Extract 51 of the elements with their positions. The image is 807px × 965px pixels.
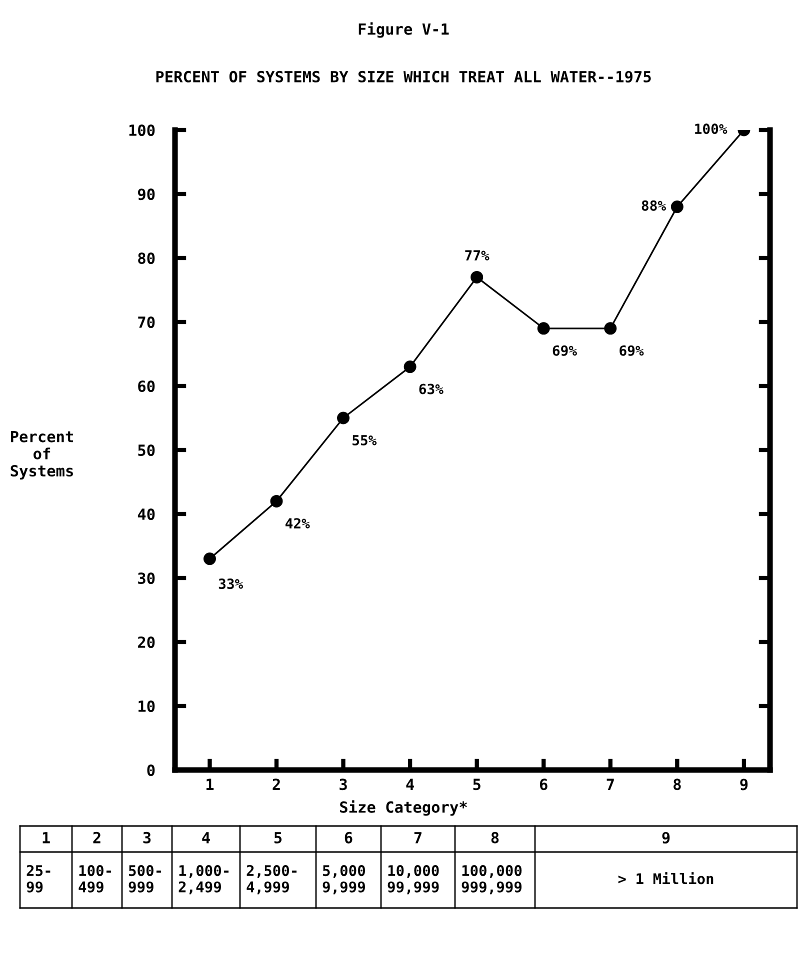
text: 2,500- 4,999 (246, 865, 297, 894)
chart-title: Figure V-1 (358, 22, 449, 38)
text: 100- 499 (78, 865, 111, 892)
x-tick-label: 1 (206, 778, 214, 790)
y-tick-label: 10 (138, 700, 155, 712)
x-tick-label: 7 (606, 778, 614, 790)
y-axis-title: Percent of Systems (10, 430, 73, 480)
category-label: 7 (414, 832, 422, 844)
data-label: 88% (642, 200, 666, 211)
chart-subtitle: PERCENT OF SYSTEMS BY SIZE WHICH TREAT ALL WATER--1975 (156, 70, 651, 83)
text: > 1 Million (618, 872, 714, 884)
x-tick-label: 2 (272, 778, 280, 790)
x-tick-label: 8 (674, 778, 681, 790)
y-tick-label: 80 (138, 252, 155, 264)
text: 25- 99 (26, 865, 50, 892)
data-label: 55% (352, 435, 377, 446)
category-label: 6 (344, 832, 352, 844)
y-tick-label: 60 (138, 380, 155, 392)
y-tick-label: 70 (138, 316, 155, 328)
category-label: 8 (491, 832, 499, 844)
y-tick-label: 90 (138, 188, 155, 200)
data-label: 63% (419, 384, 444, 394)
text: 100,000 999,999 (462, 865, 522, 894)
y-tick-label: 0 (147, 764, 155, 776)
data-label: 100% (695, 124, 728, 134)
data-label: 69% (552, 345, 577, 356)
y-tick-label: 50 (138, 444, 155, 456)
category-label: 1 (42, 832, 50, 844)
category-label: 9 (662, 832, 670, 844)
text: 5,000 9,999 (322, 865, 366, 894)
x-tick-label: 3 (340, 778, 347, 790)
y-tick-label: 30 (138, 572, 155, 584)
x-tick-label: 4 (406, 778, 414, 790)
text: 1,000- 2,499 (178, 865, 229, 894)
text: 500- 999 (128, 865, 161, 892)
category-label: 2 (93, 832, 100, 844)
x-tick-label: 5 (473, 778, 480, 790)
data-label: 69% (620, 345, 644, 356)
y-tick-label: 100 (129, 124, 155, 136)
category-label: 3 (143, 832, 151, 844)
y-tick-label: 40 (138, 508, 155, 520)
category-label: 4 (202, 832, 210, 844)
x-axis-title: Size Category* (340, 800, 467, 816)
x-tick-label: 6 (540, 778, 548, 790)
text: 10,000 99,999 (388, 865, 439, 894)
category-label: 5 (274, 832, 282, 844)
x-tick-label: 9 (740, 778, 748, 790)
data-label: 33% (218, 578, 244, 589)
data-label: 42% (286, 518, 310, 528)
y-tick-label: 20 (138, 636, 155, 648)
data-label: 77% (465, 250, 490, 260)
